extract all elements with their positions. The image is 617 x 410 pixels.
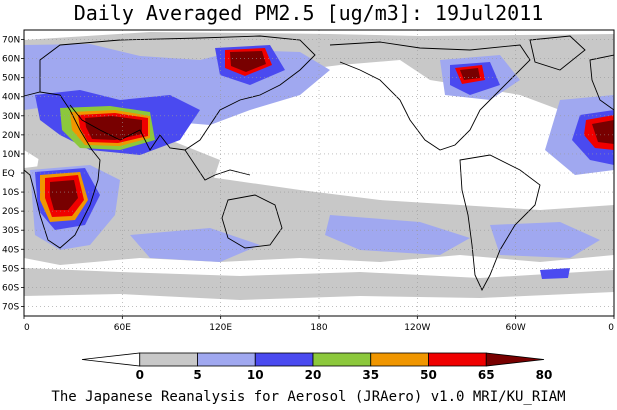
lat-label: 50N [2,74,20,84]
colorbar-label: 50 [420,368,437,382]
coastline-europe [589,54,615,111]
colorbar-label: 80 [536,368,553,382]
lat-label: 40S [2,245,19,255]
lon-label: 120E [209,323,232,333]
coastline-eurasia [39,35,316,151]
colorbar-label: 35 [362,368,379,382]
latitude-labels: 70N 60N 50N 40N 30N 20N 10N EQ 10S 20S 30S 40S 50S 60… [2,36,24,312]
colorbar-swatch [370,352,429,367]
colorbar-label: 0 [136,368,144,382]
pm-field-dark-red [460,68,480,80]
lat-label: 10N [2,150,20,160]
colorbar-label: 5 [193,368,201,382]
pm-field-dark-red [230,51,266,72]
colorbar-swatch [312,352,372,367]
lat-label: 30N [2,112,20,122]
coastline-indochina [184,149,251,181]
lat-label: 20S [2,207,19,217]
colorbar: 0 5 10 20 35 50 65 80 [81,352,553,382]
pm-field-blue [540,268,570,279]
pm-field-light-blue [325,215,470,255]
lat-label: 40N [2,93,20,103]
colorbar-swatch [254,352,314,367]
lat-label: 70N [2,36,20,46]
lat-label: 60N [2,55,20,65]
colorbar-label: 65 [478,368,495,382]
lon-label: 120W [404,323,430,333]
lat-label: 60S [2,283,19,293]
lat-label: 30S [2,226,19,236]
coastline-australia [221,194,283,249]
colorbar-swatch [81,352,141,367]
lat-label: 70S [2,302,19,312]
lat-label: 50S [2,264,19,274]
coastline-south-america [459,154,541,292]
pm-field-grey [24,268,614,300]
lon-label: 0 [608,323,614,333]
lon-label: 180 [310,323,327,333]
colorbar-label: 20 [305,368,322,382]
coastline-greenland [529,35,586,71]
pm-field-dark-red [50,180,78,210]
map-title: Daily Averaged PM2.5 [ug/m3]: 19Jul2011 [73,1,544,25]
colorbar-swatch [428,352,487,367]
colorbar-label: 10 [247,368,264,382]
colorbar-swatch [197,352,256,367]
lon-label: 60E [114,323,131,333]
pm-field-dark-red [85,116,142,140]
lat-label: 20N [2,131,20,141]
pm-field-dark-red [592,120,614,144]
colorbar-swatch [139,352,198,367]
longitude-labels: 0 60E 120E 180 120W 60W 0 [23,316,615,333]
colorbar-swatch [485,352,545,367]
coastlines [23,35,615,292]
lat-label: 10S [2,188,19,198]
footer-credit: The Japanese Reanalysis for Aerosol (JRA… [51,389,566,405]
lon-label: 60W [505,323,525,333]
lat-label: EQ [2,169,15,179]
lon-label: 0 [24,323,30,333]
coastline-africa [23,91,101,249]
